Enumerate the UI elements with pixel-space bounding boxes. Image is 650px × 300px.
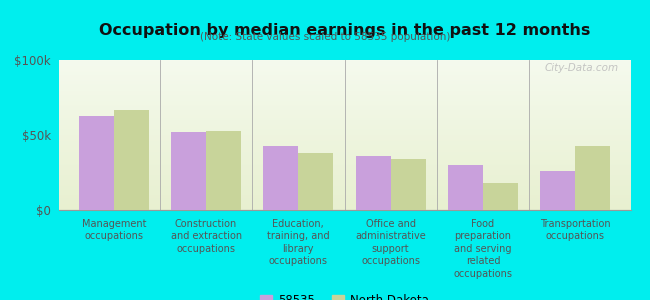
Bar: [79, 116, 114, 210]
Bar: [206, 130, 241, 210]
Bar: [263, 146, 298, 210]
Bar: [114, 110, 149, 210]
Text: (Note: State values scaled to 58535 population): (Note: State values scaled to 58535 popu…: [200, 32, 450, 41]
Bar: [171, 132, 206, 210]
Bar: [391, 159, 426, 210]
Bar: [298, 153, 333, 210]
Bar: [356, 156, 391, 210]
Bar: [448, 165, 483, 210]
Bar: [575, 146, 610, 210]
Bar: [540, 171, 575, 210]
Bar: [483, 183, 518, 210]
Text: City-Data.com: City-Data.com: [545, 63, 619, 73]
Legend: 58535, North Dakota: 58535, North Dakota: [255, 290, 434, 300]
Title: Occupation by median earnings in the past 12 months: Occupation by median earnings in the pas…: [99, 23, 590, 38]
